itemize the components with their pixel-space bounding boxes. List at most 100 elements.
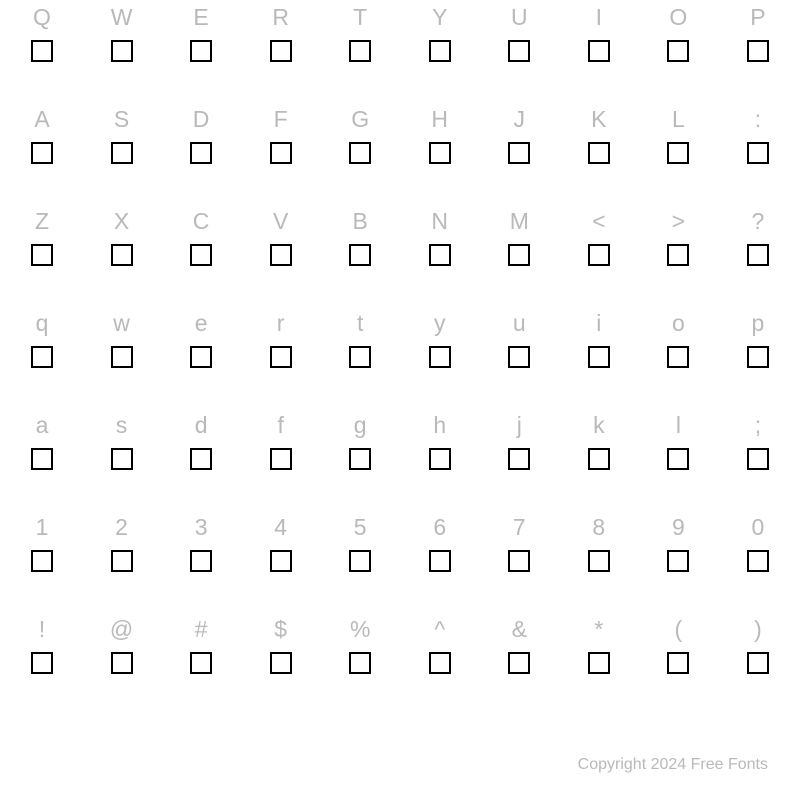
char-cell: ( xyxy=(664,616,692,674)
glyph-box xyxy=(747,550,769,572)
char-label: h xyxy=(433,412,446,438)
glyph-box xyxy=(111,550,133,572)
glyph-box xyxy=(747,346,769,368)
char-cell: H xyxy=(426,106,454,164)
glyph-box xyxy=(111,244,133,266)
glyph-box xyxy=(429,244,451,266)
char-cell: J xyxy=(505,106,533,164)
char-label: e xyxy=(195,310,208,336)
glyph-box xyxy=(190,346,212,368)
char-cell: G xyxy=(346,106,374,164)
copyright-footer: Copyright 2024 Free Fonts xyxy=(578,756,768,774)
glyph-box xyxy=(667,40,689,62)
char-cell: ? xyxy=(744,208,772,266)
glyph-box xyxy=(429,448,451,470)
glyph-box xyxy=(190,448,212,470)
char-label: f xyxy=(277,412,283,438)
glyph-box xyxy=(111,652,133,674)
char-label: @ xyxy=(110,616,133,642)
char-label: i xyxy=(596,310,601,336)
char-label: 7 xyxy=(513,514,526,540)
char-label: Y xyxy=(432,4,447,30)
char-label: l xyxy=(676,412,681,438)
glyph-box xyxy=(667,550,689,572)
char-cell: 1 xyxy=(28,514,56,572)
char-label: V xyxy=(273,208,288,234)
glyph-box xyxy=(270,550,292,572)
char-label: I xyxy=(596,4,602,30)
glyph-box xyxy=(190,550,212,572)
char-cell: Y xyxy=(426,4,454,62)
char-label: Q xyxy=(33,4,51,30)
glyph-box xyxy=(429,142,451,164)
char-cell: j xyxy=(505,412,533,470)
char-label: a xyxy=(36,412,49,438)
char-label: y xyxy=(434,310,446,336)
char-label: M xyxy=(510,208,529,234)
char-cell: t xyxy=(346,310,374,368)
glyph-box xyxy=(270,40,292,62)
char-label: R xyxy=(272,4,289,30)
char-label: T xyxy=(353,4,367,30)
glyph-box xyxy=(747,40,769,62)
char-cell: f xyxy=(267,412,295,470)
char-label: ^ xyxy=(434,616,445,642)
glyph-box xyxy=(508,40,530,62)
glyph-box xyxy=(349,244,371,266)
char-label: q xyxy=(36,310,49,336)
char-cell: q xyxy=(28,310,56,368)
char-cell: u xyxy=(505,310,533,368)
char-label: > xyxy=(672,208,685,234)
char-cell: # xyxy=(187,616,215,674)
char-cell: W xyxy=(108,4,136,62)
glyph-box xyxy=(747,142,769,164)
char-label: % xyxy=(350,616,370,642)
char-cell: B xyxy=(346,208,374,266)
char-label: D xyxy=(193,106,210,132)
char-row: Q W E R T Y U I O P xyxy=(28,4,772,62)
glyph-box xyxy=(429,550,451,572)
char-label: s xyxy=(116,412,128,438)
glyph-box xyxy=(667,142,689,164)
char-label: # xyxy=(195,616,208,642)
glyph-box xyxy=(667,652,689,674)
glyph-box xyxy=(429,652,451,674)
char-cell: h xyxy=(426,412,454,470)
glyph-box xyxy=(190,142,212,164)
char-label: N xyxy=(431,208,448,234)
char-cell: ^ xyxy=(426,616,454,674)
char-cell: 9 xyxy=(664,514,692,572)
char-label: 5 xyxy=(354,514,367,540)
char-label: k xyxy=(593,412,605,438)
char-row: a s d f g h j k l ; xyxy=(28,412,772,470)
char-cell: l xyxy=(664,412,692,470)
char-row: Z X C V B N M < > ? xyxy=(28,208,772,266)
glyph-box xyxy=(31,448,53,470)
glyph-box xyxy=(111,142,133,164)
glyph-box xyxy=(588,652,610,674)
char-label: ? xyxy=(752,208,765,234)
char-label: u xyxy=(513,310,526,336)
glyph-box xyxy=(588,142,610,164)
char-cell: 5 xyxy=(346,514,374,572)
glyph-box xyxy=(31,652,53,674)
char-cell: r xyxy=(267,310,295,368)
glyph-box xyxy=(588,550,610,572)
glyph-box xyxy=(349,652,371,674)
char-label: Z xyxy=(35,208,49,234)
char-label: ) xyxy=(754,616,762,642)
glyph-box xyxy=(31,346,53,368)
char-label: & xyxy=(512,616,527,642)
glyph-box xyxy=(588,40,610,62)
char-label: 0 xyxy=(752,514,765,540)
char-cell: ! xyxy=(28,616,56,674)
glyph-box xyxy=(588,244,610,266)
character-map-grid: Q W E R T Y U I O P A S D F G H J K L : … xyxy=(0,0,800,674)
glyph-box xyxy=(588,346,610,368)
char-label: j xyxy=(517,412,522,438)
glyph-box xyxy=(111,448,133,470)
glyph-box xyxy=(270,346,292,368)
char-cell: P xyxy=(744,4,772,62)
char-label: t xyxy=(357,310,363,336)
char-label: p xyxy=(752,310,765,336)
